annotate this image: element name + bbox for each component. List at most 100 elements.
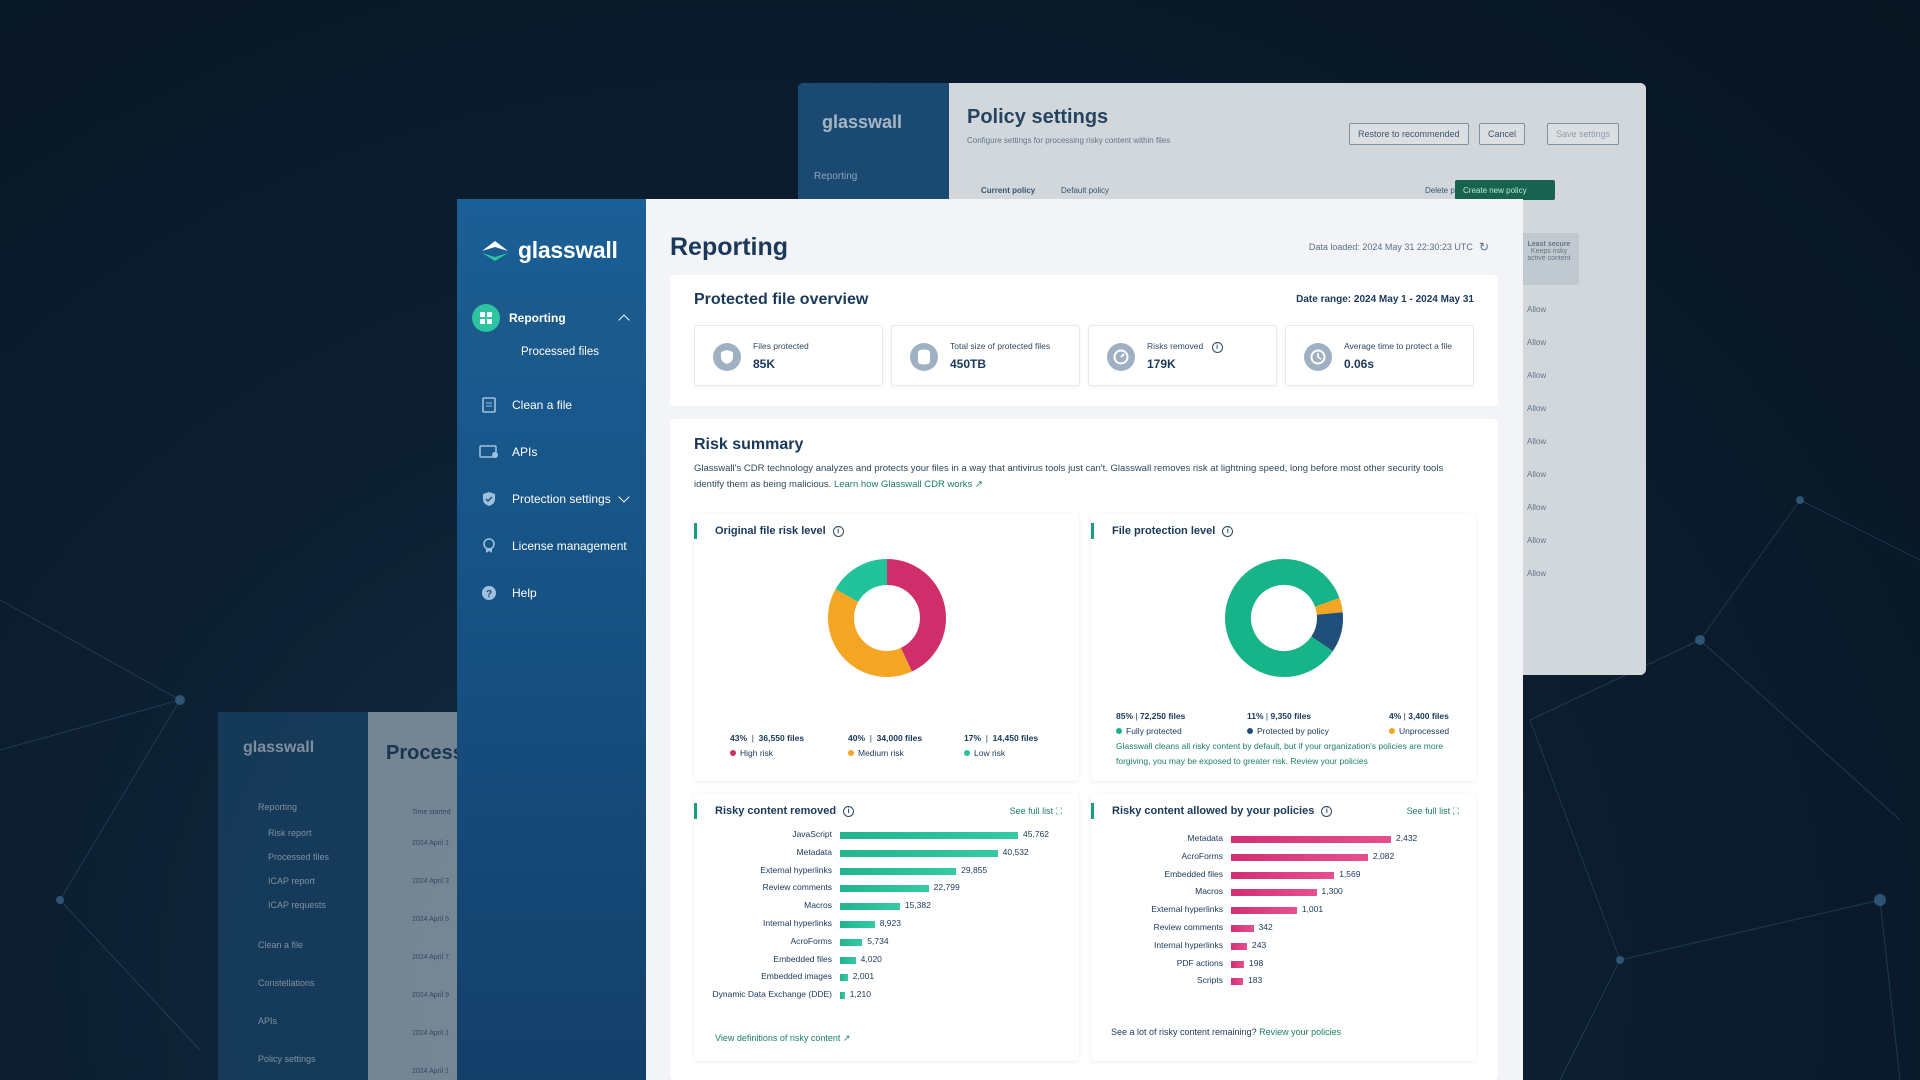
policy-nav-reporting[interactable]: Reporting	[814, 171, 858, 182]
allow-radio[interactable]: Allow	[1527, 404, 1547, 413]
sidebar-item-clean-file[interactable]: Clean a file	[457, 385, 646, 425]
sidebar-item-license[interactable]: License management	[457, 526, 646, 566]
current-policy-select[interactable]: Default policy	[1061, 186, 1110, 195]
date-range[interactable]: Date range: 2024 May 1 - 2024 May 31	[1296, 294, 1474, 305]
bar[interactable]	[840, 974, 848, 982]
sidebar-item-processed-files[interactable]: Processed files	[521, 332, 631, 372]
info-icon[interactable]: i	[1211, 342, 1223, 353]
cancel-button[interactable]: Cancel	[1479, 123, 1526, 145]
current-policy-label: Current policy	[981, 186, 1036, 195]
bar[interactable]	[1231, 889, 1317, 897]
back-nav-apis[interactable]: APIs	[258, 1016, 278, 1026]
restore-button[interactable]: Restore to recommended	[1349, 123, 1469, 145]
bar[interactable]	[840, 956, 856, 964]
bar-label: Internal hyperlinks	[763, 918, 832, 928]
donut-slice-medium-risk[interactable]	[828, 559, 946, 677]
allow-radio[interactable]: Allow	[1527, 569, 1547, 578]
save-settings-button[interactable]: Save settings	[1547, 123, 1620, 145]
bar[interactable]	[1231, 925, 1254, 932]
legend-label: Unprocessed	[1399, 726, 1450, 736]
legend-pct: 43%	[730, 733, 748, 743]
bar[interactable]	[840, 832, 1018, 839]
bar[interactable]	[1231, 871, 1335, 879]
bar-row: Macros 15,382	[694, 900, 1079, 914]
bar[interactable]	[1231, 942, 1247, 950]
info-icon[interactable]: i	[1222, 525, 1234, 537]
info-icon[interactable]: i	[843, 805, 855, 817]
sidebar-item-reporting[interactable]: Reporting	[457, 298, 646, 338]
definitions-text: View definitions of risky content	[715, 1033, 841, 1043]
overview-title: Protected file overview	[694, 291, 869, 308]
sidebar-item-help[interactable]: ? Help	[457, 573, 646, 613]
bar[interactable]	[840, 903, 900, 911]
allow-radio[interactable]: Allow	[1527, 338, 1547, 347]
legend-files: 72,250 files	[1139, 711, 1186, 721]
allow-radio[interactable]: Allow	[1527, 536, 1547, 545]
see-full-list-link[interactable]: See full list ⛶	[1010, 806, 1062, 817]
back-date: 2024 April 1	[412, 1030, 449, 1037]
sidebar-item-label: License management	[512, 539, 627, 553]
back-nav-reporting[interactable]: Reporting	[258, 802, 298, 812]
bar-label: Macros	[1195, 886, 1223, 897]
bar[interactable]	[1231, 853, 1368, 861]
legend-pct: 85%	[1116, 711, 1134, 721]
bar[interactable]	[1231, 960, 1245, 968]
back-nav-icap-requests[interactable]: ICAP requests	[268, 900, 326, 910]
info-icon[interactable]: i	[832, 525, 844, 537]
stat-label: Average time to protect a file	[1344, 341, 1453, 351]
allow-radio[interactable]: Allow	[1527, 305, 1547, 314]
allow-radio[interactable]: Allow	[1527, 371, 1547, 380]
allow-radio[interactable]: Allow	[1527, 470, 1547, 479]
allow-radio[interactable]: Allow	[1527, 503, 1547, 512]
protection-level-donut	[1225, 559, 1343, 677]
sidebar-item-apis[interactable]: APIs	[457, 432, 646, 472]
legend-label: Fully protected	[1126, 726, 1182, 736]
bar[interactable]	[1231, 907, 1297, 915]
back-nav-icap-report[interactable]: ICAP report	[268, 876, 315, 886]
learn-cdr-link[interactable]: Learn how Glasswall CDR works	[833, 479, 973, 490]
back-nav-clean[interactable]: Clean a file	[258, 940, 304, 950]
bar[interactable]	[1231, 978, 1244, 986]
definitions-link[interactable]: View definitions of risky content ↗	[715, 1033, 850, 1044]
back-nav-constellations[interactable]: Constellations	[258, 978, 315, 988]
protected-file-overview: Protected file overview Date range: 2024…	[670, 275, 1498, 406]
delete-policy-button[interactable]: Delete policy	[1425, 186, 1471, 195]
donut-slice-unprocessed[interactable]	[1225, 559, 1343, 677]
bar[interactable]	[840, 921, 875, 928]
see-full-list-link[interactable]: See full list ⛶	[1407, 806, 1459, 817]
bar[interactable]	[840, 867, 957, 875]
bar[interactable]	[1231, 836, 1391, 843]
bar-value: 8,923	[879, 918, 901, 928]
bar-label: JavaScript	[792, 829, 832, 839]
bar-value: 2,001	[852, 971, 875, 982]
shield-check-icon	[713, 343, 741, 371]
back-date: 2024 April 3	[412, 878, 449, 885]
bar[interactable]	[840, 885, 929, 893]
back-nav-processed[interactable]: Processed files	[268, 852, 330, 862]
back-date: 2024 April 1	[412, 840, 449, 847]
back-nav-risk-report[interactable]: Risk report	[268, 828, 312, 838]
info-icon[interactable]: i	[1321, 805, 1333, 817]
donut-slice-low-risk[interactable]	[828, 559, 946, 677]
legend-protected-by-policy: 11% | 9,350 files Protected by policy	[1247, 711, 1329, 736]
bar[interactable]	[840, 938, 863, 946]
create-policy-button[interactable]: Create new policy	[1455, 180, 1555, 200]
legend-label: High risk	[740, 748, 774, 758]
back-nav-policy[interactable]: Policy settings	[258, 1054, 316, 1064]
clock-icon	[1304, 343, 1332, 371]
brand-name: glasswall	[518, 237, 618, 263]
sidebar-item-protection-settings[interactable]: Protection settings	[457, 479, 646, 519]
reporting-window: glasswall Reporting Processed files Clea…	[457, 199, 1523, 1080]
allow-radio[interactable]: Allow	[1527, 437, 1547, 446]
panel-accent-bar	[694, 523, 697, 539]
see-full-list-text: See full list	[1009, 806, 1054, 816]
bar[interactable]	[840, 992, 845, 1000]
bar[interactable]	[840, 849, 998, 857]
stat-value: 85K	[753, 357, 776, 371]
external-link-icon[interactable]: ↗	[974, 479, 983, 490]
review-policies-link[interactable]: Review your policies	[1290, 756, 1368, 766]
review-policies-link[interactable]: Review your policies	[1259, 1027, 1342, 1037]
legend-high-risk: 43% | 36,550 files High risk	[730, 733, 805, 758]
refresh-icon[interactable]: ↻	[1478, 240, 1489, 254]
